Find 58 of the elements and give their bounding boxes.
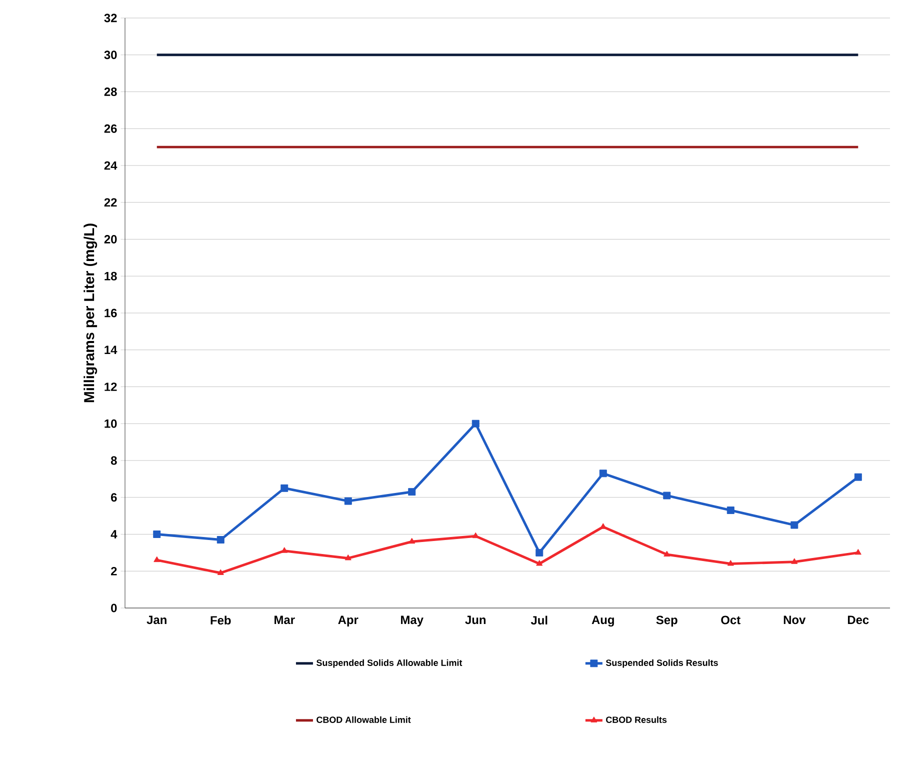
x-tick-label: Nov — [784, 616, 806, 624]
x-tick-label: Jul — [530, 616, 548, 625]
x-tick-label: Mar — [274, 616, 295, 624]
y-tick-label: 32 — [104, 14, 117, 22]
point — [408, 538, 416, 544]
x-tick-label: Sep — [656, 616, 678, 627]
point — [791, 558, 798, 564]
point — [344, 497, 352, 505]
point — [281, 547, 288, 553]
y-tick-label: 8 — [110, 456, 117, 465]
y-tick-label: 14 — [104, 346, 118, 354]
legend-label: Suspended Solids Results — [606, 659, 718, 668]
point — [153, 530, 161, 538]
point — [472, 420, 480, 428]
x-tick-label: Aug — [592, 616, 614, 627]
y-tick-label: 20 — [104, 235, 117, 244]
point — [664, 550, 670, 557]
y-axis-title: Milligrams per Liter (mg/L) — [84, 224, 98, 402]
y-tick-label: 18 — [104, 272, 117, 280]
y-tick-label: 4 — [110, 530, 118, 538]
point — [854, 548, 862, 555]
x-tick-label: Jan — [146, 616, 166, 624]
x-tick-label: Oct — [721, 616, 740, 624]
y-tick-label: 6 — [111, 493, 117, 502]
y-tick-label: 2 — [111, 566, 117, 576]
x-tick-label: Jun — [465, 616, 486, 624]
legend-label: CBOD Allowable Limit — [316, 716, 411, 723]
x-tick-label: Apr — [338, 616, 358, 626]
legend-label: CBOD Results — [606, 716, 667, 723]
point — [726, 506, 734, 514]
x-tick-label: Dec — [848, 616, 869, 624]
point — [154, 556, 160, 562]
point — [472, 532, 479, 538]
point — [536, 560, 543, 566]
y-tick-label: 16 — [104, 308, 117, 318]
y-tick-label: 12 — [104, 382, 117, 391]
point — [727, 560, 734, 566]
point — [854, 473, 862, 481]
point — [536, 548, 544, 556]
y-tick-label: 22 — [104, 198, 117, 207]
y-tick-label: 0 — [111, 604, 117, 612]
point — [344, 554, 352, 560]
point — [790, 521, 798, 529]
point — [408, 488, 416, 496]
y-tick-label: 26 — [104, 124, 117, 133]
point — [600, 523, 606, 529]
point — [216, 536, 224, 544]
x-tick-label: May — [401, 616, 424, 626]
y-tick-label: 30 — [104, 50, 117, 60]
y-tick-label: 24 — [104, 161, 118, 170]
point — [280, 484, 288, 492]
y-tick-label: 28 — [104, 88, 117, 96]
point — [217, 569, 224, 575]
point — [599, 470, 607, 478]
point — [663, 492, 671, 500]
y-tick-label: 10 — [104, 419, 117, 428]
legend-label: Suspended Solids Allowable Limit — [316, 659, 462, 668]
x-tick-label: Feb — [210, 616, 231, 625]
